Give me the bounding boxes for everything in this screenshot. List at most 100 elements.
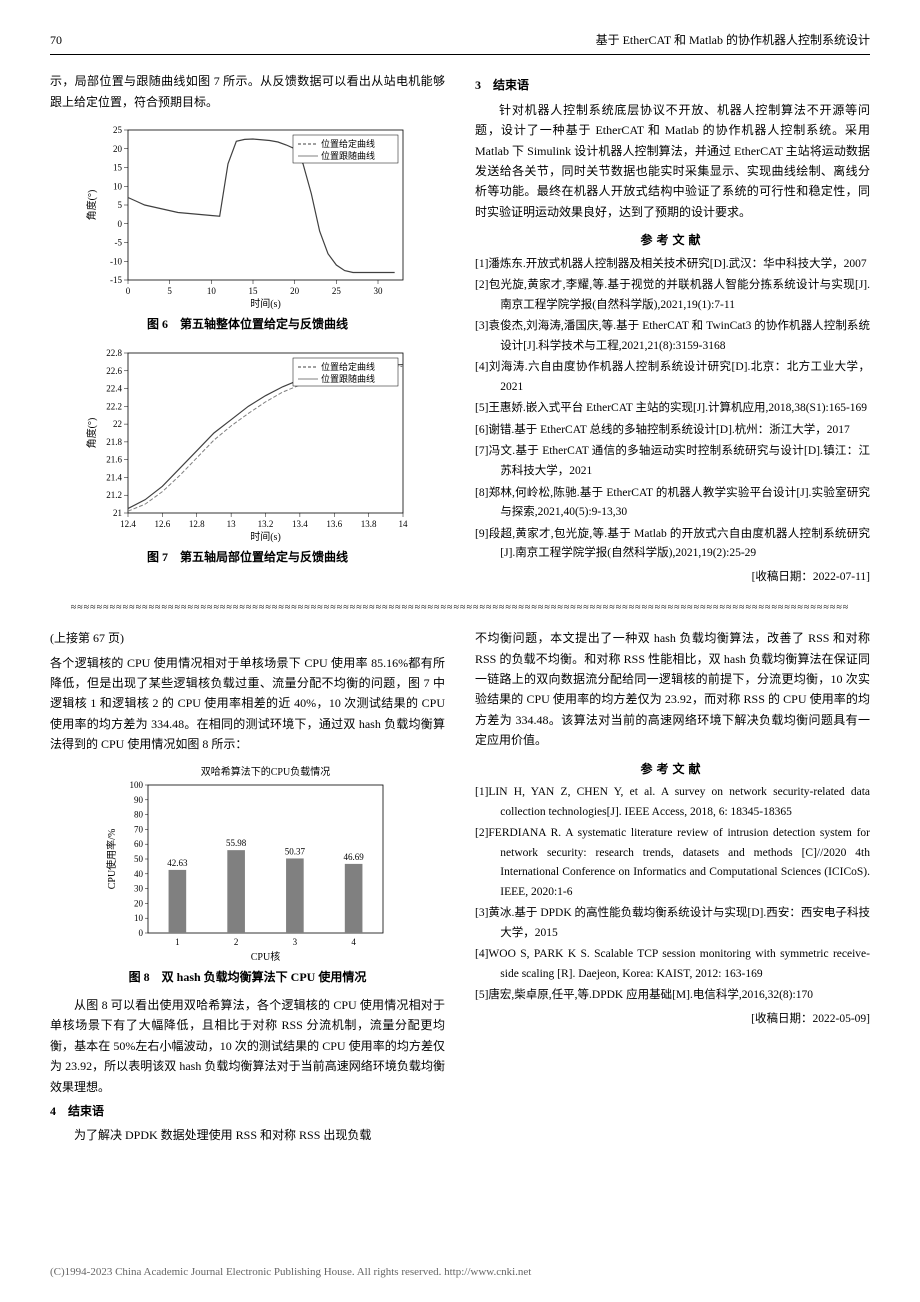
svg-text:-10: -10 [110, 256, 122, 266]
section-3-para: 针对机器人控制系统底层协议不开放、机器人控制算法不开源等问题，设计了一种基于 E… [475, 100, 870, 222]
figure-8-chart: 双哈希算法下的CPU负载情况010203040506070809010042.6… [103, 763, 393, 963]
svg-text:位置跟随曲线: 位置跟随曲线 [321, 373, 375, 384]
reference-item: [3]袁俊杰,刘海涛,潘国庆,等.基于 EtherCAT 和 TwinCat3 … [475, 317, 870, 356]
svg-text:80: 80 [134, 809, 144, 819]
svg-text:13.6: 13.6 [326, 519, 342, 529]
svg-text:12.8: 12.8 [188, 519, 204, 529]
copyright-footer: (C)1994-2023 China Academic Journal Elec… [50, 1263, 531, 1282]
svg-text:3: 3 [292, 937, 297, 947]
svg-text:-5: -5 [114, 238, 122, 248]
figure-6-caption: 图 6 第五轴整体位置给定与反馈曲线 [50, 314, 445, 334]
svg-text:-15: -15 [110, 275, 122, 285]
reference-item: [5]唐宏,柴卓原,任平,等.DPDK 应用基础[M].电信科学,2016,32… [475, 986, 870, 1006]
intro-para: 示，局部位置与跟随曲线如图 7 所示。从反馈数据可以看出从站电机能够跟上给定位置… [50, 71, 445, 112]
figure-6: -15-10-50510152025051015202530位置给定曲线位置跟随… [50, 120, 445, 334]
references-title-2: 参考文献 [475, 759, 870, 779]
running-title: 基于 EtherCAT 和 Matlab 的协作机器人控制系统设计 [596, 30, 870, 50]
svg-text:5: 5 [117, 200, 122, 210]
section-4-para: 为了解决 DPDK 数据处理使用 RSS 和对称 RSS 出现负载 [50, 1125, 445, 1145]
svg-text:12.4: 12.4 [120, 519, 136, 529]
lower-para-2: 从图 8 可以看出使用双哈希算法，各个逻辑核的 CPU 使用情况相对于单核场景下… [50, 995, 445, 1097]
figure-7-chart: 2121.221.421.621.82222.222.422.622.812.4… [83, 343, 413, 543]
svg-text:1: 1 [175, 937, 180, 947]
svg-text:12.6: 12.6 [154, 519, 170, 529]
svg-text:13: 13 [226, 519, 236, 529]
right-column-upper: 3 结束语 针对机器人控制系统底层协议不开放、机器人控制算法不开源等问题，设计了… [475, 71, 870, 587]
svg-text:4: 4 [351, 937, 356, 947]
svg-text:25: 25 [331, 286, 341, 296]
svg-text:22: 22 [113, 419, 122, 429]
reference-item: [1]LIN H, YAN Z, CHEN Y, et al. A survey… [475, 783, 870, 822]
svg-text:21.2: 21.2 [106, 490, 122, 500]
reference-item: [5]王惠娇.嵌入式平台 EtherCAT 主站的实现[J].计算机应用,201… [475, 399, 870, 419]
svg-text:22.4: 22.4 [106, 383, 122, 393]
svg-text:CPU核: CPU核 [250, 950, 279, 963]
page-header: 70 基于 EtherCAT 和 Matlab 的协作机器人控制系统设计 [50, 30, 870, 55]
svg-text:14: 14 [398, 519, 408, 529]
svg-text:15: 15 [113, 163, 123, 173]
svg-text:42.63: 42.63 [167, 858, 188, 868]
svg-text:位置跟随曲线: 位置跟随曲线 [321, 150, 375, 161]
svg-text:22.6: 22.6 [106, 365, 122, 375]
svg-text:20: 20 [134, 898, 144, 908]
svg-text:0: 0 [125, 286, 130, 296]
reference-item: [8]郑林,何岭松,陈驰.基于 EtherCAT 的机器人教学实验平台设计[J]… [475, 484, 870, 523]
svg-text:角度(°): 角度(°) [85, 190, 98, 221]
right-column-lower: 不均衡问题，本文提出了一种双 hash 负载均衡算法，改善了 RSS 和对称 R… [475, 628, 870, 1147]
svg-text:46.69: 46.69 [343, 852, 364, 862]
references-title-1: 参考文献 [475, 230, 870, 250]
left-column-upper: 示，局部位置与跟随曲线如图 7 所示。从反馈数据可以看出从站电机能够跟上给定位置… [50, 71, 445, 587]
svg-text:21.6: 21.6 [106, 454, 122, 464]
svg-text:22.2: 22.2 [106, 401, 122, 411]
svg-text:13.4: 13.4 [292, 519, 308, 529]
figure-8: 双哈希算法下的CPU负载情况010203040506070809010042.6… [50, 763, 445, 987]
svg-text:时间(s): 时间(s) [250, 297, 281, 310]
reference-item: [6]谢错.基于 EtherCAT 总线的多轴控制系统设计[D].杭州：浙江大学… [475, 421, 870, 441]
svg-text:2: 2 [233, 937, 238, 947]
section-divider: ≈≈≈≈≈≈≈≈≈≈≈≈≈≈≈≈≈≈≈≈≈≈≈≈≈≈≈≈≈≈≈≈≈≈≈≈≈≈≈≈… [50, 599, 870, 616]
receipt-date-2: [收稿日期：2022-05-09] [475, 1010, 870, 1030]
figure-7: 2121.221.421.621.82222.222.422.622.812.4… [50, 343, 445, 567]
references-list-2: [1]LIN H, YAN Z, CHEN Y, et al. A survey… [475, 783, 870, 1006]
svg-text:位置给定曲线: 位置给定曲线 [321, 138, 375, 149]
svg-text:30: 30 [373, 286, 383, 296]
svg-text:21.4: 21.4 [106, 472, 122, 482]
lower-para-1: 各个逻辑核的 CPU 使用情况相对于单核场景下 CPU 使用率 85.16%都有… [50, 653, 445, 755]
references-list-1: [1]潘炼东.开放式机器人控制器及相关技术研究[D].武汉：华中科技大学，200… [475, 255, 870, 564]
svg-text:10: 10 [113, 181, 123, 191]
svg-text:10: 10 [206, 286, 216, 296]
reference-item: [9]段超,黄家才,包光旋,等.基于 Matlab 的开放式六自由度机器人控制系… [475, 525, 870, 564]
section-3-title: 3 结束语 [475, 75, 870, 95]
reference-item: [7]冯文.基于 EtherCAT 通信的多轴运动实时控制系统研究与设计[D].… [475, 442, 870, 481]
figure-6-chart: -15-10-50510152025051015202530位置给定曲线位置跟随… [83, 120, 413, 310]
lower-columns: (上接第 67 页) 各个逻辑核的 CPU 使用情况相对于单核场景下 CPU 使… [50, 628, 870, 1147]
reference-item: [1]潘炼东.开放式机器人控制器及相关技术研究[D].武汉：华中科技大学，200… [475, 255, 870, 275]
page-number: 70 [50, 30, 62, 50]
svg-text:50: 50 [134, 854, 144, 864]
svg-text:70: 70 [134, 824, 144, 834]
svg-text:5: 5 [167, 286, 172, 296]
reference-item: [2]包光旋,黄家才,李耀,等.基于视觉的并联机器人智能分拣系统设计与实现[J]… [475, 276, 870, 315]
svg-text:0: 0 [117, 219, 122, 229]
svg-text:40: 40 [134, 868, 144, 878]
svg-text:位置给定曲线: 位置给定曲线 [321, 361, 375, 372]
svg-text:20: 20 [113, 144, 123, 154]
svg-text:21: 21 [113, 508, 122, 518]
upper-columns: 示，局部位置与跟随曲线如图 7 所示。从反馈数据可以看出从站电机能够跟上给定位置… [50, 71, 870, 587]
svg-text:CPU使用率/%: CPU使用率/% [105, 828, 118, 889]
svg-text:30: 30 [134, 883, 144, 893]
svg-text:0: 0 [138, 928, 143, 938]
reference-item: [4]WOO S, PARK K S. Scalable TCP session… [475, 945, 870, 984]
lower-right-para: 不均衡问题，本文提出了一种双 hash 负载均衡算法，改善了 RSS 和对称 R… [475, 628, 870, 750]
svg-text:90: 90 [134, 794, 144, 804]
receipt-date-1: [收稿日期：2022-07-11] [475, 568, 870, 588]
svg-text:22.8: 22.8 [106, 348, 122, 358]
svg-text:角度(°): 角度(°) [85, 417, 98, 448]
figure-8-caption: 图 8 双 hash 负载均衡算法下 CPU 使用情况 [50, 967, 445, 987]
svg-text:55.98: 55.98 [226, 838, 247, 848]
svg-text:15: 15 [248, 286, 258, 296]
figure-7-caption: 图 7 第五轴局部位置给定与反馈曲线 [50, 547, 445, 567]
svg-text:25: 25 [113, 125, 123, 135]
svg-text:13.2: 13.2 [257, 519, 273, 529]
reference-item: [4]刘海涛.六自由度协作机器人控制系统设计研究[D].北京：北方工业大学，20… [475, 358, 870, 397]
